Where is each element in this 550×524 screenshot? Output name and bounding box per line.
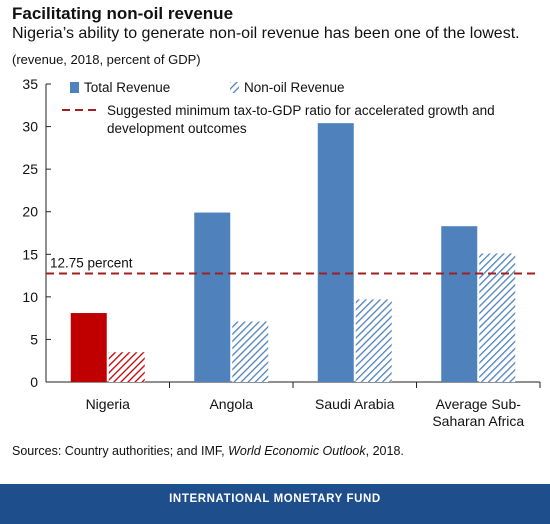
y-tick-label: 5 (30, 331, 38, 347)
y-tick-label: 10 (22, 289, 38, 305)
total-revenue-bar-saudi-arabia (317, 123, 354, 382)
legend-label-reference: development outcomes (107, 121, 247, 136)
sources-note: Sources: Country authorities; and IMF, W… (12, 444, 404, 458)
y-tick-label: 15 (22, 246, 38, 262)
x-category-label: Average Sub- (436, 396, 522, 412)
non-oil-revenue-bar-saudi-arabia (355, 299, 392, 382)
sources-suffix: , 2018. (365, 444, 404, 458)
legend-label-non-oil: Non-oil Revenue (244, 80, 345, 95)
non-oil-revenue-bar-angola (232, 321, 269, 382)
total-revenue-bar-angola (194, 212, 231, 382)
footer-banner: INTERNATIONAL MONETARY FUND (0, 484, 550, 524)
non-oil-revenue-bar-average-sub-saharan-africa (479, 253, 516, 382)
non-oil-revenue-bar-nigeria (108, 352, 145, 382)
y-tick-label: 25 (22, 161, 38, 177)
x-category-label: Saudi Arabia (315, 396, 395, 412)
sources-prefix: Sources: Country authorities; and IMF, (12, 444, 229, 458)
y-tick-label: 35 (22, 76, 38, 92)
unit-label: (revenue, 2018, percent of GDP) (12, 52, 201, 67)
legend-swatch-non-oil (230, 82, 239, 93)
y-tick-label: 30 (22, 119, 38, 135)
y-tick-label: 20 (22, 204, 38, 220)
total-revenue-bar-average-sub-saharan-africa (441, 226, 478, 382)
x-category-label: Saharan Africa (432, 413, 524, 429)
legend-swatch-total (70, 82, 79, 93)
total-revenue-bar-nigeria (70, 313, 107, 382)
chart-subtitle: Nigeria’s ability to generate non-oil re… (12, 25, 520, 42)
legend-label-reference: Suggested minimum tax-to-GDP ratio for a… (107, 103, 495, 118)
x-category-label: Angola (209, 396, 253, 412)
x-category-label: Nigeria (86, 396, 131, 412)
sources-publication: World Economic Outlook (228, 444, 366, 458)
legend-label-total: Total Revenue (84, 80, 170, 95)
footer-label: INTERNATIONAL MONETARY FUND (169, 493, 381, 505)
bar-chart: 0 5 10 15 20 25 30 35 12.75 percent Nigeria Ango… (22, 76, 541, 429)
reference-line-label: 12.75 percent (50, 255, 133, 270)
y-tick-label: 0 (30, 374, 38, 390)
chart-title: Facilitating non-oil revenue (12, 4, 234, 23)
